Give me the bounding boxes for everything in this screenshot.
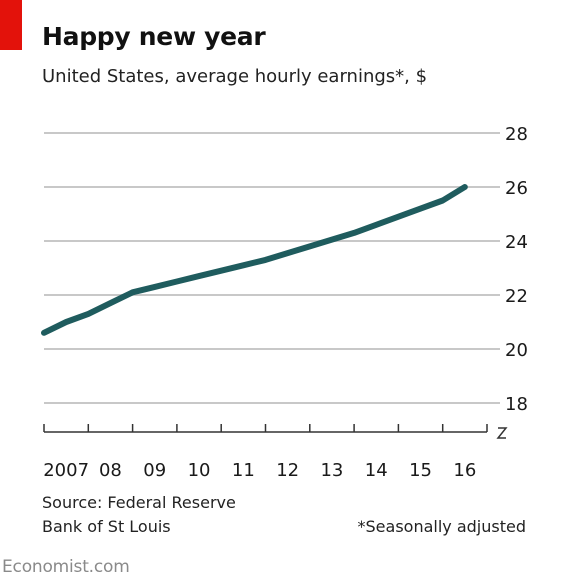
x-tick-label: 08 — [99, 460, 122, 481]
footnote: *Seasonally adjusted — [357, 517, 526, 536]
source-line-2: Bank of St Louis — [42, 517, 171, 536]
chart-title: Happy new year — [42, 22, 266, 51]
x-tick-label: 13 — [320, 460, 343, 481]
x-tick-label: 15 — [409, 460, 432, 481]
x-tick-label: 14 — [365, 460, 388, 481]
x-tick-label: 10 — [188, 460, 211, 481]
y-tick-label: 24 — [505, 232, 528, 253]
x-tick-label: 09 — [143, 460, 166, 481]
x-tick-label: 16 — [453, 460, 476, 481]
axis-break-mark — [496, 427, 508, 439]
y-tick-label: 22 — [505, 286, 528, 307]
source-line-1: Source: Federal Reserve — [42, 493, 236, 512]
series-line — [41, 184, 468, 336]
y-tick-label: 26 — [505, 178, 528, 199]
accent-tab — [0, 0, 22, 50]
y-tick-label: 20 — [505, 340, 528, 361]
y-tick-label: 28 — [505, 124, 528, 145]
y-tick-label: 18 — [505, 394, 528, 415]
publisher-logo: Economist.com — [2, 557, 130, 577]
x-tick-label: 11 — [232, 460, 255, 481]
chart-subtitle: United States, average hourly earnings*,… — [42, 66, 428, 87]
x-tick-label: 2007 — [43, 460, 89, 481]
x-tick-label: 12 — [276, 460, 299, 481]
